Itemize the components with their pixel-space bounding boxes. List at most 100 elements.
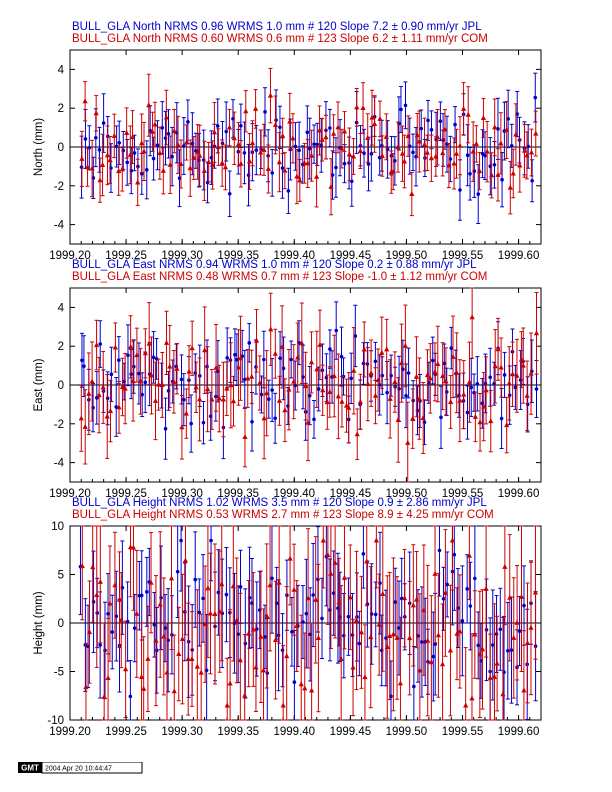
data-point-com bbox=[328, 183, 334, 189]
data-point-com bbox=[528, 149, 535, 155]
data-point-jpl bbox=[250, 419, 254, 424]
data-point-jpl bbox=[533, 95, 538, 100]
data-point-com bbox=[135, 179, 141, 185]
data-point-com bbox=[183, 410, 189, 416]
data-point-com bbox=[78, 415, 84, 421]
data-point-jpl bbox=[506, 117, 510, 121]
data-point-jpl bbox=[224, 129, 228, 134]
x-tick-label: 1999.60 bbox=[498, 726, 540, 738]
data-point-jpl bbox=[265, 671, 270, 675]
data-point-com bbox=[217, 608, 223, 614]
data-point-jpl bbox=[342, 161, 347, 166]
data-point-com bbox=[320, 537, 326, 543]
data-point-com bbox=[513, 131, 519, 137]
data-point-com bbox=[205, 585, 211, 591]
data-point-com bbox=[116, 404, 122, 410]
series-height-com bbox=[79, 525, 539, 721]
data-point-com bbox=[171, 688, 177, 694]
x-tick-label: 1999.30 bbox=[161, 726, 203, 738]
data-point-com bbox=[119, 383, 126, 389]
series-north-com bbox=[79, 67, 539, 217]
data-point-com bbox=[276, 579, 282, 585]
data-point-jpl bbox=[132, 151, 137, 155]
data-point-jpl bbox=[155, 143, 160, 148]
data-point-com bbox=[257, 380, 263, 386]
data-point-com bbox=[209, 161, 216, 167]
gmt-timestamp-box bbox=[41, 762, 143, 774]
data-point-com bbox=[284, 653, 290, 659]
data-point-jpl bbox=[483, 153, 487, 158]
y-tick-label: -2 bbox=[54, 181, 64, 193]
data-point-com bbox=[174, 365, 180, 371]
data-point-com bbox=[314, 366, 320, 372]
data-point-com bbox=[176, 651, 182, 657]
data-point-jpl bbox=[281, 366, 286, 371]
data-point-com bbox=[104, 413, 110, 419]
data-point-jpl bbox=[86, 644, 90, 649]
data-point-com bbox=[384, 346, 390, 352]
data-point-com bbox=[320, 387, 326, 393]
y-tick-label: 5 bbox=[58, 570, 64, 582]
data-point-com bbox=[421, 607, 427, 613]
data-point-jpl bbox=[441, 597, 446, 601]
data-point-jpl bbox=[465, 587, 469, 591]
data-point-jpl bbox=[500, 177, 504, 182]
data-point-com bbox=[473, 140, 479, 146]
data-point-jpl bbox=[254, 365, 258, 369]
data-point-jpl bbox=[473, 576, 477, 581]
data-point-com bbox=[309, 687, 315, 693]
data-point-com bbox=[489, 172, 495, 178]
data-point-jpl bbox=[197, 610, 202, 615]
stats-line-east-com: BULL_GLA East NRMS 0.48 WRMS 0.7 mm # 12… bbox=[72, 271, 487, 283]
data-point-com bbox=[488, 418, 494, 424]
y-axis-label-east: East (mm) bbox=[33, 358, 45, 411]
data-point-com bbox=[491, 673, 498, 679]
data-point-com bbox=[372, 392, 379, 398]
data-point-com bbox=[258, 633, 264, 639]
data-point-com bbox=[168, 575, 175, 581]
data-point-com bbox=[394, 634, 400, 640]
data-point-com bbox=[427, 375, 433, 381]
data-point-com bbox=[82, 423, 88, 429]
data-point-com bbox=[267, 92, 274, 98]
data-point-com bbox=[328, 570, 334, 576]
data-point-com bbox=[420, 414, 426, 420]
data-point-com bbox=[93, 110, 99, 116]
data-point-jpl bbox=[361, 361, 366, 366]
data-point-com bbox=[137, 378, 144, 384]
data-point-com bbox=[417, 667, 423, 673]
data-point-com bbox=[211, 129, 218, 135]
data-point-com bbox=[521, 687, 527, 693]
data-point-com bbox=[231, 135, 237, 141]
data-point-com bbox=[265, 165, 271, 171]
data-point-com bbox=[428, 659, 434, 665]
data-point-com bbox=[235, 141, 242, 147]
data-point-com bbox=[483, 585, 489, 591]
data-point-com bbox=[336, 599, 342, 605]
data-point-com bbox=[89, 165, 95, 171]
data-point-jpl bbox=[94, 135, 98, 140]
data-point-jpl bbox=[431, 654, 436, 659]
data-point-jpl bbox=[468, 604, 473, 608]
data-point-com bbox=[398, 360, 405, 366]
data-point-com bbox=[520, 362, 526, 368]
data-point-jpl bbox=[305, 130, 310, 135]
y-tick-label: 4 bbox=[58, 64, 65, 76]
data-point-jpl bbox=[320, 616, 324, 621]
data-point-jpl bbox=[397, 626, 401, 630]
data-point-com bbox=[97, 578, 103, 584]
data-point-jpl bbox=[215, 124, 220, 128]
data-point-jpl bbox=[83, 137, 88, 141]
data-point-com bbox=[163, 339, 170, 345]
data-point-jpl bbox=[293, 144, 298, 149]
data-point-jpl bbox=[209, 538, 213, 543]
data-point-com bbox=[198, 669, 204, 675]
data-point-com bbox=[134, 610, 140, 616]
data-point-com bbox=[157, 150, 163, 156]
data-point-jpl bbox=[346, 614, 351, 619]
data-point-com bbox=[182, 557, 189, 563]
data-point-com bbox=[492, 124, 498, 130]
data-point-com bbox=[153, 637, 159, 643]
data-point-jpl bbox=[239, 123, 243, 128]
y-tick-label: 2 bbox=[58, 103, 64, 115]
